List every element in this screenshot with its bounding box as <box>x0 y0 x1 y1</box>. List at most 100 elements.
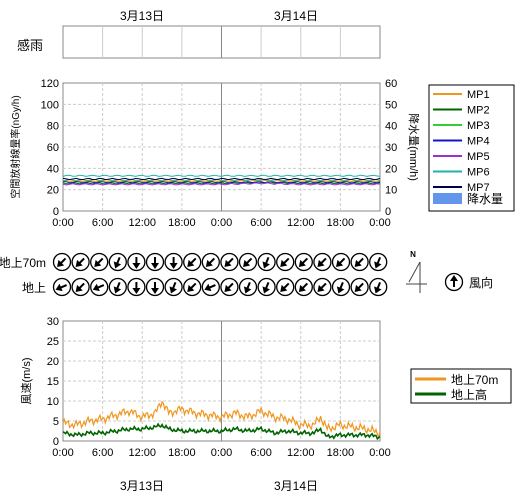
wind-dir-symbol <box>183 277 202 297</box>
wind-dir-symbol <box>183 252 202 272</box>
wind-dir-arrow <box>113 281 122 294</box>
wind-dir-symbol <box>313 252 332 272</box>
wind-dir-arrow <box>317 282 327 292</box>
wind-dir-arrow <box>336 281 345 294</box>
wind-dir-head <box>280 284 288 292</box>
wind-dir-symbol <box>331 277 351 297</box>
wind-dir-head <box>55 283 63 292</box>
wind-speed-line-70m <box>62 400 381 438</box>
radiation-y2tick-label: 60 <box>385 78 397 90</box>
radiation-ytick-label: 0 <box>53 206 59 218</box>
wind-dir-symbol <box>220 277 239 297</box>
wind-dir-arrow <box>204 283 216 292</box>
wind-speed-xtick-label: 0:00 <box>211 447 232 459</box>
wind-dir-arrow <box>450 275 458 287</box>
wind-dir-symbol <box>350 277 369 297</box>
wind-dir-symbol <box>145 277 165 297</box>
wind-speed-xtick-label: 0:00 <box>369 447 390 459</box>
wind-dir-head <box>280 259 288 267</box>
wind-dir-head <box>75 284 83 292</box>
radiation-xtick-label: 18:00 <box>327 217 355 229</box>
wind-dir-arrow <box>317 257 327 267</box>
wind-dir-symbol <box>127 277 146 297</box>
wind-legend-label: 地上高 <box>451 387 487 402</box>
radiation-ytick-label: 40 <box>47 163 59 175</box>
wind-dir-head <box>298 259 306 267</box>
wind-dir-symbol <box>71 277 90 297</box>
wind-dir-symbol <box>350 252 369 272</box>
wind-speed-xtick-label: 18:00 <box>168 447 196 459</box>
wind-dir-arrow <box>224 257 234 267</box>
wind-dir-arrow <box>151 282 159 294</box>
wind-dir-arrow <box>132 257 141 269</box>
wind-dir-arrow <box>151 257 159 269</box>
wind-dir-arrow <box>243 257 253 267</box>
radiation-xtick-label: 12:00 <box>128 217 156 229</box>
radiation-xtick-label: 0:00 <box>369 217 390 229</box>
wind-dir-symbol <box>71 252 90 272</box>
wind-dir-arrow <box>75 257 85 267</box>
wind-dir-arrow <box>262 256 270 269</box>
radiation-xtick-label: 6:00 <box>250 217 271 229</box>
wind-dir-symbol <box>294 252 313 272</box>
wind-dir-head <box>187 284 195 292</box>
legend-label-mp7: MP7 <box>467 182 490 194</box>
series-line-mp5 <box>62 182 381 186</box>
legend-label-mp6: MP6 <box>467 167 490 179</box>
legend-label-mp3: MP3 <box>467 120 490 132</box>
wind-dir-arrow <box>187 257 197 267</box>
wind-dir-symbol <box>145 252 165 272</box>
wind-dir-symbol <box>108 277 127 297</box>
wind-speed-ytick-label: 10 <box>47 396 59 408</box>
wind-dir-head <box>374 286 382 294</box>
wind-dir-arrow <box>169 281 177 294</box>
wind-dir-symbol <box>276 277 295 297</box>
wind-dir-row-label: 地上 <box>22 281 46 295</box>
wind-dir-arrow <box>298 282 309 292</box>
north-indicator: N <box>406 250 427 293</box>
wind-dir-arrow <box>354 282 364 292</box>
wind-speed-ytick-label: 15 <box>47 376 59 388</box>
radiation-xtick-label: 18:00 <box>168 217 196 229</box>
wind-dir-arrow <box>354 257 364 267</box>
wind-dir-head <box>113 286 122 294</box>
wind-dir-head <box>298 284 306 292</box>
wind-dir-symbol <box>369 277 388 297</box>
wind-speed-xtick-label: 6:00 <box>92 447 113 459</box>
radiation-y2tick-label: 20 <box>385 163 397 175</box>
radiation-xtick-label: 0:00 <box>52 217 73 229</box>
radiation-y2tick-label: 50 <box>385 99 397 111</box>
wind-dir-arrow <box>262 281 270 294</box>
wind-dir-symbol <box>369 252 388 272</box>
wind-dir-head <box>317 284 325 292</box>
wind-dir-symbol <box>201 252 220 272</box>
radiation-y2tick-label: 10 <box>385 185 397 197</box>
series-line-mp6 <box>62 174 381 177</box>
wind-legend-label: 地上70m <box>451 373 498 387</box>
wind-dir-symbol <box>331 252 351 272</box>
wind-dir-head <box>336 286 345 294</box>
wind-dir-head <box>336 259 344 267</box>
wind-dir-legend-label: 風向 <box>469 275 493 290</box>
wind-speed-legend-box <box>410 368 512 404</box>
wind-dir-arrow <box>113 256 122 269</box>
wind-speed-xtick-label: 12:00 <box>287 447 315 459</box>
legend-label-rain: 降水量 <box>467 192 503 206</box>
wind-dir-head <box>169 263 178 269</box>
wind-speed-ytick-label: 30 <box>47 316 59 328</box>
wind-dir-arrow <box>280 257 290 267</box>
wind-dir-arrow <box>374 256 382 269</box>
wind-dir-symbol <box>164 277 183 297</box>
wind-dir-arrow <box>92 283 105 292</box>
radiation-xtick-label: 6:00 <box>92 217 113 229</box>
wind-dir-symbol <box>52 277 72 297</box>
wind-dir-arrow <box>298 257 309 267</box>
radiation-legend-box <box>428 84 515 212</box>
wind-dir-head <box>224 259 232 267</box>
wind-dir-head <box>374 261 382 269</box>
wind-dir-head <box>132 288 141 294</box>
wind-dir-head <box>450 275 458 281</box>
wind-dir-arrow <box>132 282 141 294</box>
north-diag <box>408 261 421 283</box>
